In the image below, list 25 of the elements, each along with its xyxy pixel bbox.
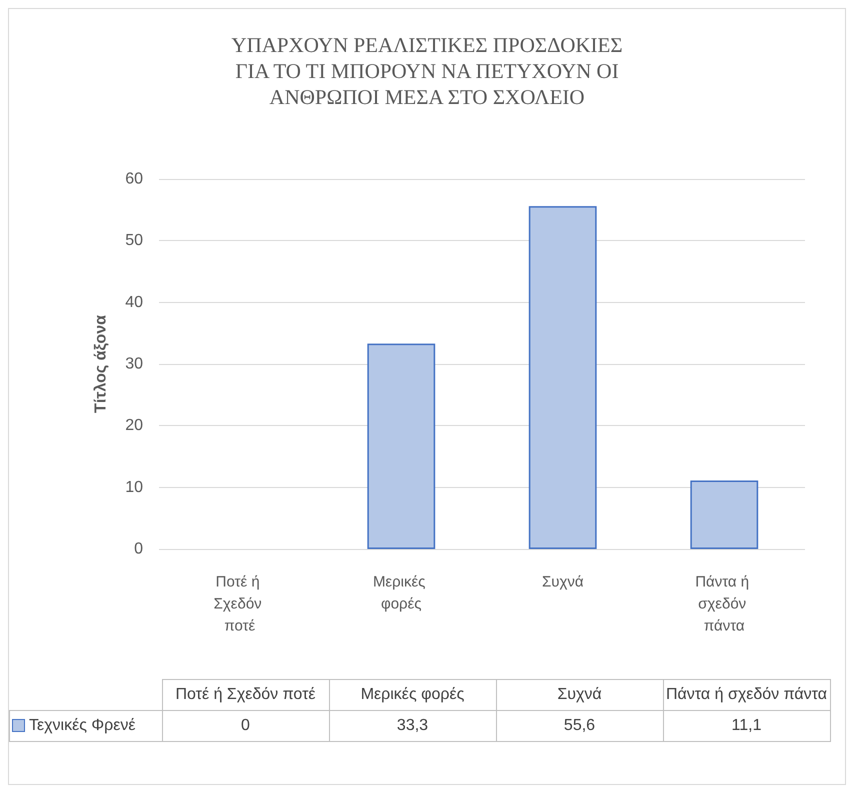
- x-tick-label: Πάντα ή σχεδόν πάντα: [695, 574, 754, 634]
- legend-label: Τεχνικές Φρενέ: [10, 710, 162, 742]
- data-label: 0: [162, 710, 329, 742]
- category-label: Πάντα ή σχεδόν πάντα: [666, 686, 827, 703]
- chart-title: ΥΠΑΡΧΟΥΝ ΡΕΑΛΙΣΤΙΚΕΣ ΠΡΟΣΔΟΚΙΕΣ ΓΙΑ ΤΟ ΤΙ ΜΠΟΡΟΥΝ ΝΑ ΠΕΤΥΧΟΥΝ ΟΙ ΑΝΘΡΩΠΟΙ ΜΕΣΑ ΣΤΟ ΣΧΟΛΕΙΟ: [231, 33, 623, 109]
- x-tick-label: Ποτέ ή Σχεδόν ποτέ: [214, 574, 266, 634]
- category-label: Μερικές φορές: [360, 686, 464, 703]
- y-tick-label: 50: [125, 232, 144, 250]
- bar: [690, 480, 758, 549]
- x-tick-label: Μερικές φορές: [372, 574, 430, 612]
- y-tick-label: 40: [125, 294, 144, 311]
- category-label: Ποτέ ή Σχεδόν ποτέ: [175, 686, 316, 703]
- y-axis-title: Τίτλος άξονα: [92, 314, 110, 413]
- y-tick-label: 20: [125, 417, 144, 434]
- y-tick-label: 30: [125, 356, 144, 372]
- y-tick-label: 0: [134, 540, 144, 558]
- data-label: 55,6: [496, 710, 663, 742]
- data-label: 11,1: [663, 710, 830, 742]
- category-label: Συχνά: [557, 686, 602, 703]
- y-tick-label: 10: [125, 478, 144, 496]
- x-tick-label: Συχνά: [542, 574, 584, 590]
- y-tick-label: 60: [125, 170, 144, 188]
- data-label: 33,3: [329, 710, 496, 742]
- bar: [528, 206, 597, 549]
- bar: [367, 344, 436, 549]
